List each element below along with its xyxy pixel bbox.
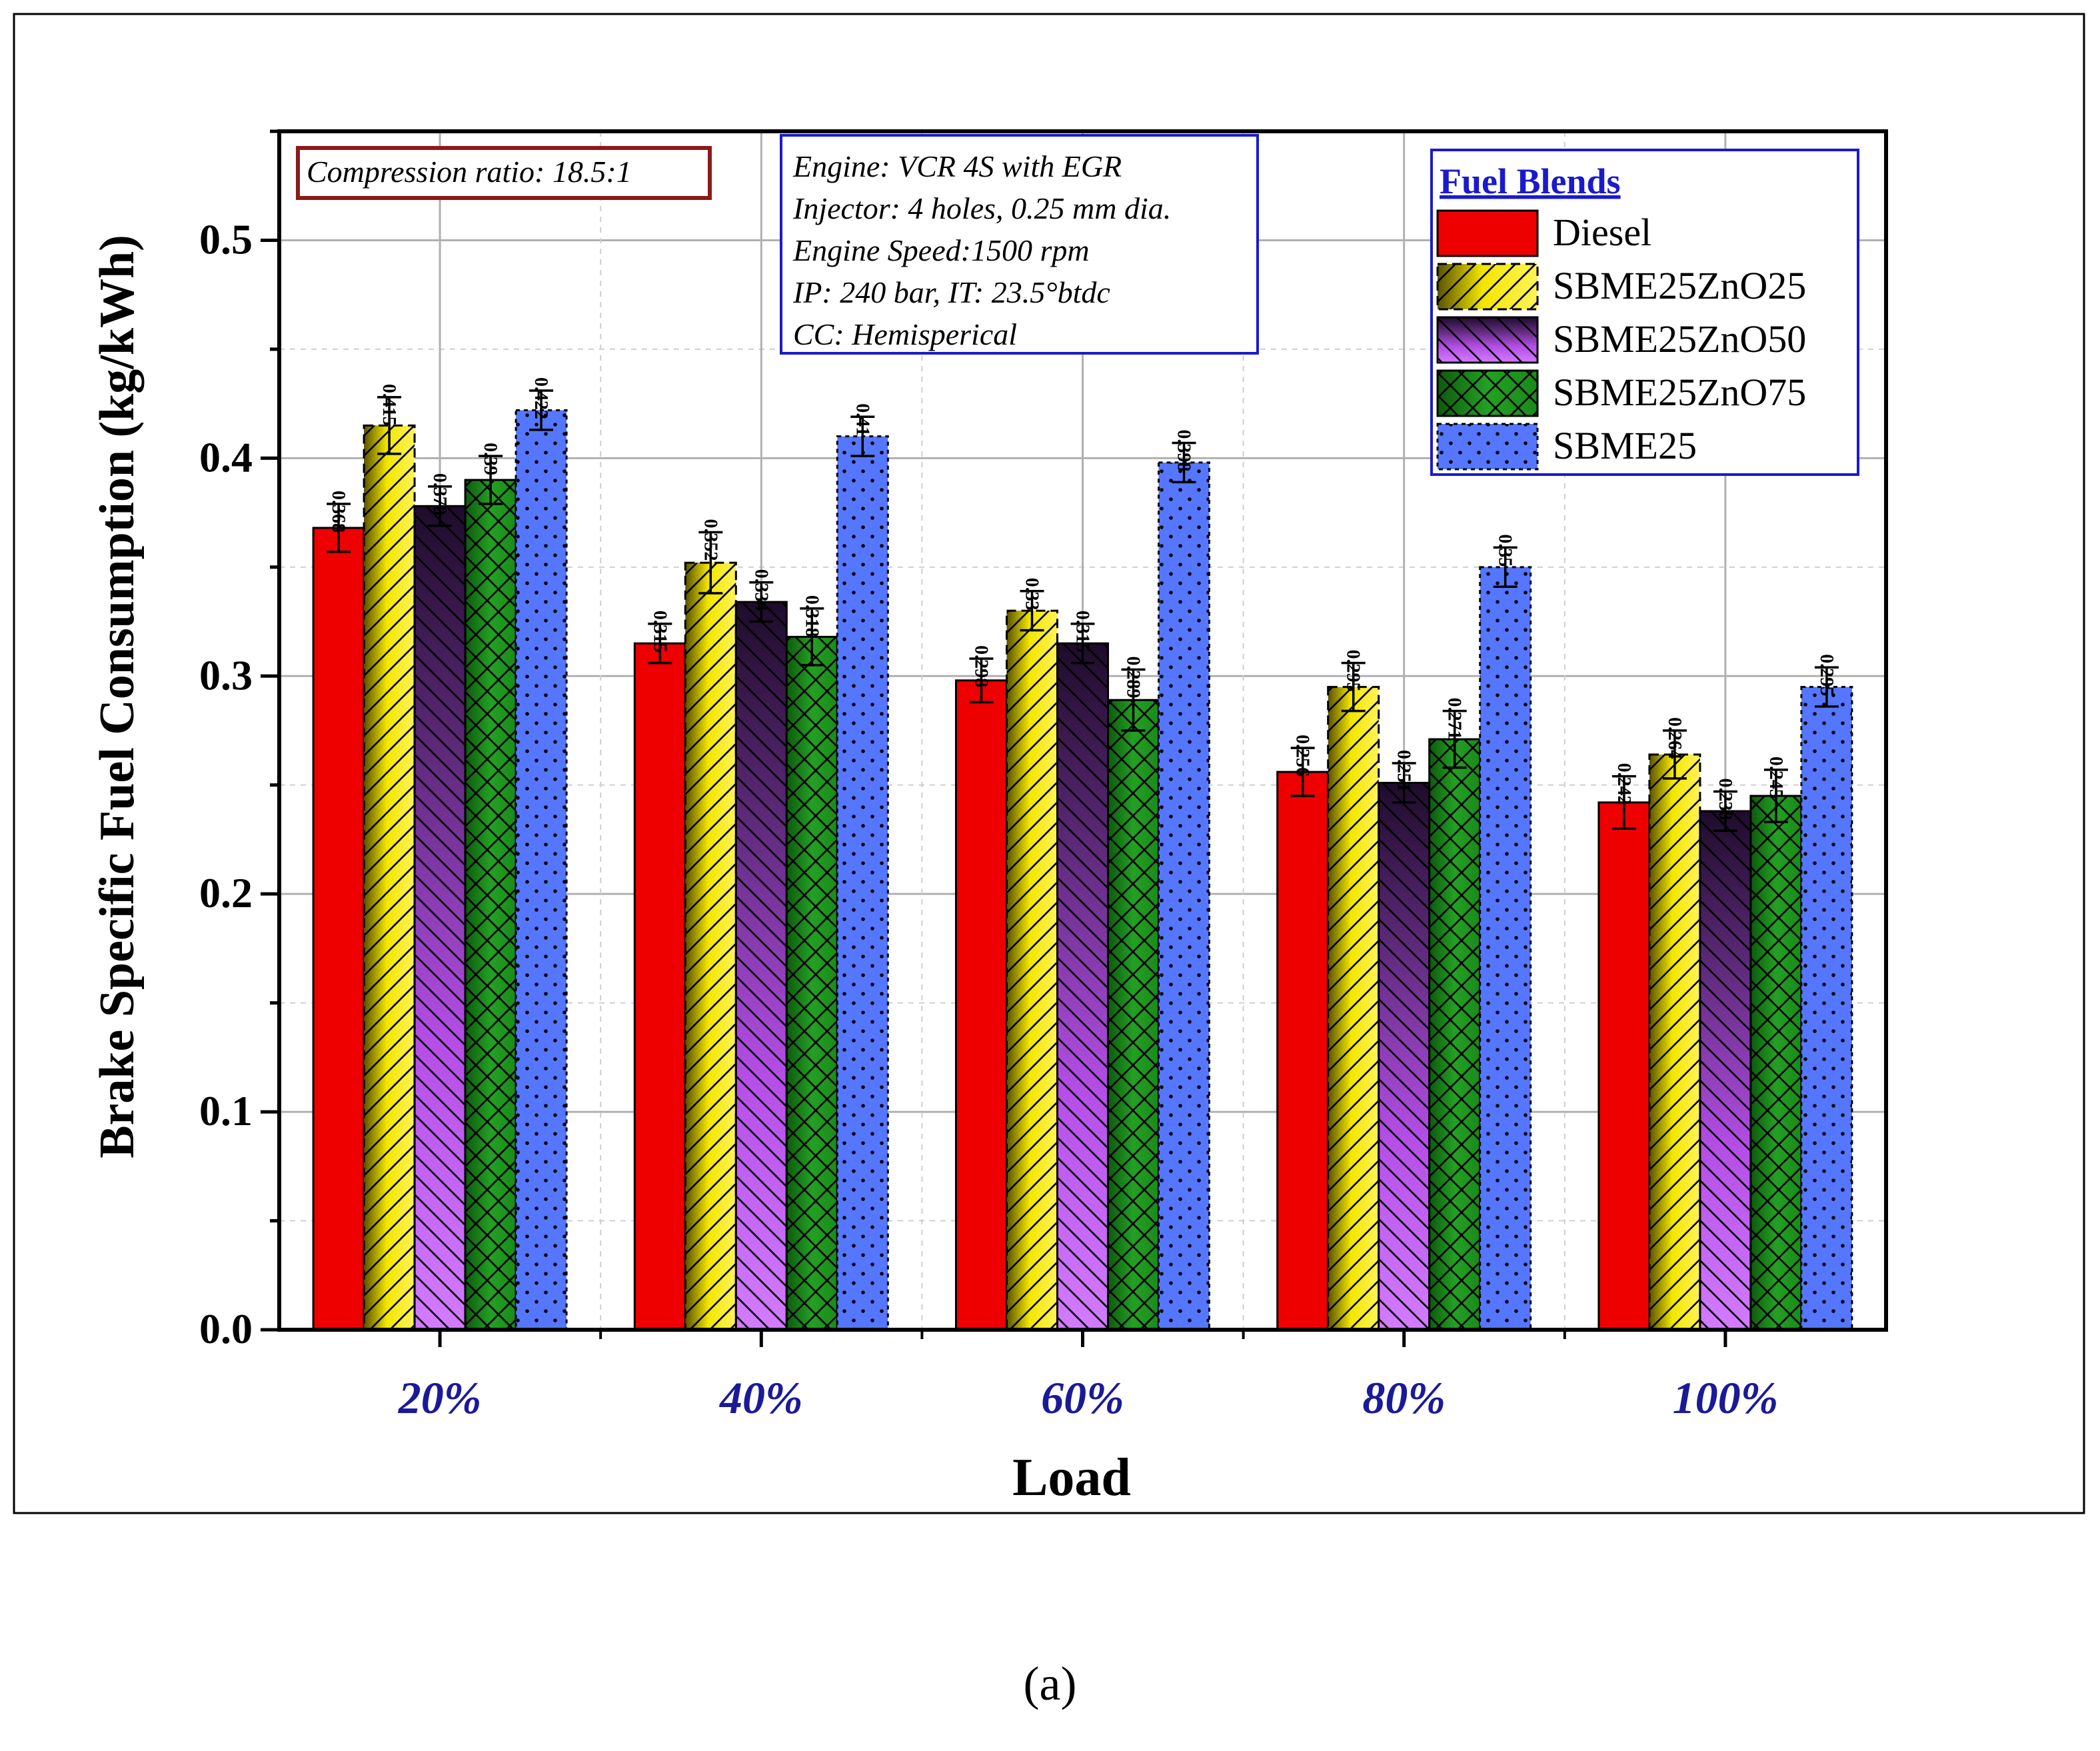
data-label: 0.245 — [1765, 757, 1786, 799]
bar-pattern — [1429, 739, 1480, 1330]
y-tick-label: 0.5 — [199, 215, 253, 263]
data-label: 0.39 — [480, 443, 501, 475]
data-label: 0.295 — [1343, 650, 1364, 692]
bar-pattern — [1649, 754, 1700, 1330]
bar-pattern — [1480, 567, 1531, 1330]
y-tick-label: 0.0 — [199, 1305, 253, 1352]
bar-pattern — [1801, 687, 1852, 1330]
bar-pattern — [1750, 796, 1801, 1330]
bar-pattern — [685, 563, 736, 1330]
legend-title: Fuel Blends — [1440, 161, 1621, 201]
y-tick-label: 0.1 — [199, 1087, 253, 1134]
x-tick-label: 60% — [1041, 1372, 1124, 1423]
engine-info-line: Injector: 4 holes, 0.25 mm dia. — [792, 191, 1171, 225]
legend-swatch — [1438, 211, 1538, 256]
engine-info-line: CC: Hemisperical — [793, 317, 1017, 351]
compression-text: Compression ratio: 18.5:1 — [307, 155, 632, 189]
data-label: 0.251 — [1394, 750, 1414, 792]
engine-info-line: Engine: VCR 4S with EGR — [792, 149, 1122, 183]
data-label: 0.33 — [1022, 578, 1042, 611]
data-label: 0.238 — [1715, 779, 1735, 821]
data-label: 0.41 — [852, 403, 872, 436]
bars — [312, 409, 1853, 1331]
bar-pattern — [465, 480, 517, 1330]
bar-pattern — [516, 410, 567, 1330]
data-label: 0.334 — [750, 569, 771, 611]
data-label: 0.318 — [801, 595, 822, 637]
legend: Fuel Blends Diesel SBME25ZnO25 SBME25ZnO50… — [1430, 149, 1859, 476]
data-label: 0.264 — [1664, 717, 1685, 759]
figure-frame — [13, 13, 2085, 1514]
bar-pattern — [1006, 611, 1058, 1330]
data-label: 0.298 — [971, 645, 992, 687]
bar — [956, 680, 1007, 1330]
bar — [1598, 802, 1649, 1330]
data-label: 0.315 — [649, 611, 670, 653]
axes: 0.0 0.1 0.2 0.3 0.4 0.5 20% 40% 60% 80% 100% — [199, 129, 1779, 1423]
legend-swatch-pattern — [1438, 424, 1538, 469]
data-label: 0.352 — [700, 519, 720, 561]
bar-pattern — [837, 436, 888, 1330]
legend-swatch-outline — [1436, 316, 1539, 364]
y-tick-label: 0.3 — [199, 651, 253, 699]
bar-pattern — [1158, 462, 1210, 1330]
bar-pattern — [1108, 700, 1159, 1330]
bar — [1277, 772, 1328, 1330]
data-label: 0.368 — [328, 491, 349, 533]
data-label: 0.378 — [429, 473, 450, 515]
data-label: 0.295 — [1816, 654, 1837, 696]
legend-swatch-outline — [1436, 423, 1539, 471]
y-tick-label: 0.2 — [199, 869, 253, 916]
bar-pattern — [415, 506, 466, 1330]
data-label: 0.289 — [1123, 656, 1144, 698]
legend-swatch-pattern — [1438, 317, 1538, 363]
bar-pattern — [1699, 811, 1751, 1330]
data-label: 0.256 — [1292, 735, 1313, 777]
legend-label: SBME25 — [1553, 424, 1697, 467]
x-tick-label: 100% — [1673, 1372, 1779, 1423]
legend-box — [1430, 149, 1859, 476]
bar — [634, 643, 686, 1330]
bar-pattern — [1057, 643, 1108, 1330]
legend-label: SBME25ZnO50 — [1553, 317, 1806, 361]
data-label: 0.422 — [530, 377, 551, 419]
bar-pattern — [736, 602, 787, 1330]
legend-swatch-pattern — [1438, 371, 1538, 416]
legend-label: SBME25ZnO25 — [1553, 264, 1806, 307]
x-tick-label: 20% — [398, 1372, 482, 1423]
x-tick-label: 40% — [718, 1372, 803, 1423]
bar-pattern — [1378, 783, 1430, 1330]
legend-swatch-outline — [1436, 209, 1539, 257]
bar — [313, 527, 365, 1330]
legend-swatch-outline — [1436, 369, 1539, 417]
x-tick-label: 80% — [1362, 1372, 1446, 1423]
data-label: 0.398 — [1174, 429, 1194, 471]
data-label: 0.242 — [1613, 763, 1634, 805]
data-label: 0.271 — [1444, 698, 1465, 740]
legend-label: SBME25ZnO75 — [1553, 371, 1806, 414]
figure-caption: (a) — [1023, 1657, 1077, 1710]
legend-swatch-outline — [1436, 263, 1539, 311]
data-labels: 0.368 0.415 0.378 0.39 0.422 0.315 0.352 0.334 0… — [328, 377, 1837, 821]
bar-pattern — [364, 425, 415, 1330]
bar-pattern — [786, 637, 838, 1330]
engine-info-annotation: Engine: VCR 4S with EGR Injector: 4 holes… — [780, 134, 1259, 355]
data-label: 0.315 — [1072, 611, 1093, 653]
bar-pattern — [1328, 687, 1379, 1330]
legend-swatch-pattern — [1438, 264, 1538, 309]
legend-label: Diesel — [1553, 211, 1651, 254]
error-bars — [327, 389, 1839, 833]
data-label: 0.415 — [379, 384, 399, 426]
x-axis-title: Load — [1012, 1448, 1131, 1507]
y-tick-label: 0.4 — [199, 433, 253, 481]
engine-info-line: IP: 240 bar, IT: 23.5°btdc — [792, 275, 1110, 309]
y-axis-title: Brake Specific Fuel Consumption (kg/kWh) — [90, 235, 145, 1158]
compression-annotation: Compression ratio: 18.5:1 — [296, 146, 712, 200]
engine-info-line: Engine Speed:1500 rpm — [792, 233, 1090, 267]
data-label: 0.35 — [1495, 534, 1516, 567]
